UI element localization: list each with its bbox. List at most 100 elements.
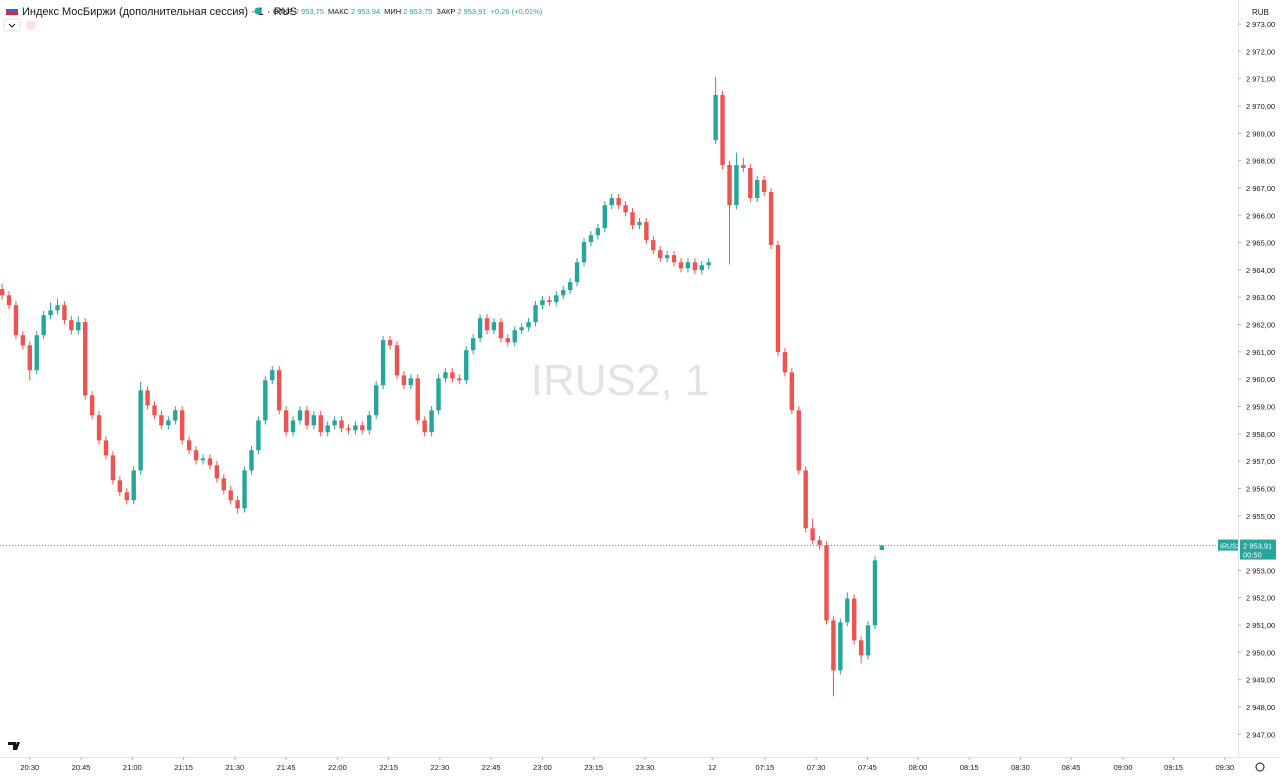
- x-tick-label: 23:30: [636, 763, 655, 772]
- countdown: 00:50: [1243, 551, 1262, 560]
- candle-body: [332, 420, 337, 426]
- candle-body: [879, 545, 885, 550]
- candle-body: [117, 480, 123, 493]
- flag-stripe: [6, 12, 18, 15]
- candle-body: [685, 262, 691, 269]
- candle-body: [96, 415, 102, 441]
- candle-body: [0, 289, 5, 296]
- candle-body: [782, 352, 788, 373]
- candle-body: [865, 625, 871, 656]
- candle-body: [152, 405, 157, 416]
- candle-body: [256, 420, 261, 451]
- alert-icon[interactable]: [26, 20, 36, 30]
- last-price-label: 2 953,91: [1243, 542, 1272, 551]
- x-tick-label: 23:15: [584, 763, 603, 772]
- candle-body: [789, 372, 795, 411]
- x-tick-label: 22:45: [482, 763, 501, 772]
- candle-body: [297, 410, 303, 421]
- legend-change: +0,26 (+0,01%): [491, 7, 543, 16]
- candle-body: [540, 300, 545, 306]
- candle-body: [664, 255, 670, 259]
- candle-body: [533, 305, 538, 323]
- candle-body: [380, 340, 386, 386]
- candle-body: [228, 490, 233, 501]
- candle-body: [581, 242, 587, 263]
- candle-body: [283, 410, 289, 433]
- candle-body: [263, 380, 268, 421]
- collapse-button[interactable]: [3, 18, 21, 32]
- candle-body: [470, 338, 476, 351]
- candle-body: [180, 410, 185, 441]
- x-tick-label: 21:30: [225, 763, 244, 772]
- candle-body: [221, 478, 226, 491]
- y-tick-label: 2 963,00: [1246, 293, 1275, 302]
- chart-title[interactable]: Индекс МосБиржи (дополнительная сессия) …: [22, 6, 297, 18]
- candle-body: [858, 640, 864, 656]
- candle-body: [831, 620, 836, 671]
- candle-body: [720, 95, 725, 166]
- candle-body: [775, 245, 781, 353]
- candle-body: [401, 375, 407, 386]
- x-tick-label: 08:00: [909, 763, 928, 772]
- candle-body: [429, 410, 434, 433]
- candle-body: [173, 410, 178, 421]
- y-tick-label: 2 959,00: [1246, 403, 1275, 412]
- candle-body: [838, 622, 843, 671]
- candle-body: [69, 320, 74, 331]
- candle-body: [124, 492, 129, 501]
- candle-body: [235, 500, 240, 509]
- logo[interactable]: [8, 742, 20, 750]
- chevron: [8, 23, 16, 28]
- candle-body: [62, 305, 67, 321]
- candle-body: [630, 212, 635, 226]
- x-tick-label: 22:00: [328, 763, 347, 772]
- x-tick-label: 07:30: [807, 763, 826, 772]
- candle-body: [76, 322, 81, 331]
- x-tick-label: 21:15: [174, 763, 193, 772]
- candle-body: [166, 420, 171, 426]
- candle-body: [477, 318, 483, 339]
- y-tick-label: 2 955,00: [1246, 512, 1275, 521]
- candle-body: [20, 335, 26, 346]
- y-tick-label: 2 972,00: [1246, 47, 1275, 56]
- candle-body: [373, 385, 379, 416]
- candle-body: [103, 440, 109, 456]
- candle-body: [27, 345, 32, 371]
- x-tick-label: 09:15: [1164, 763, 1183, 772]
- candle-body: [644, 222, 649, 241]
- candle-body: [360, 425, 365, 431]
- x-tick-label: 21:45: [277, 763, 296, 772]
- candle-body: [387, 340, 393, 346]
- candle-body: [249, 450, 254, 471]
- candle-body: [845, 598, 850, 623]
- candle-body: [131, 470, 136, 501]
- candle-body: [159, 415, 164, 426]
- candle-body: [796, 410, 801, 471]
- candle-body: [824, 545, 829, 621]
- watermark: IRUS2, 1: [531, 356, 710, 405]
- settings-icon[interactable]: [1255, 762, 1265, 772]
- candle-body: [651, 240, 656, 251]
- candle-body: [519, 327, 524, 331]
- candle-body: [658, 250, 663, 259]
- candle-body: [318, 415, 323, 433]
- y-tick-label: 2 947,00: [1246, 730, 1275, 739]
- candle-body: [588, 235, 594, 243]
- market-status[interactable]: [254, 7, 262, 15]
- candle-body: [602, 205, 607, 229]
- candle-body: [367, 415, 372, 431]
- currency[interactable]: RUB: [1252, 8, 1269, 17]
- candle-body: [872, 560, 878, 626]
- y-tick-label: 2 966,00: [1246, 211, 1275, 220]
- candle-body: [200, 458, 206, 461]
- legend-label: ЗАКР: [436, 7, 455, 16]
- candle-body: [304, 410, 310, 426]
- candle-body: [408, 378, 414, 386]
- candle-body: [755, 180, 760, 199]
- x-tick-label: 22:30: [431, 763, 450, 772]
- candle-body: [761, 180, 767, 193]
- candle-body: [727, 165, 732, 206]
- legend-label: МИН: [384, 7, 401, 16]
- candle-body: [55, 305, 60, 311]
- candle-body: [734, 165, 739, 206]
